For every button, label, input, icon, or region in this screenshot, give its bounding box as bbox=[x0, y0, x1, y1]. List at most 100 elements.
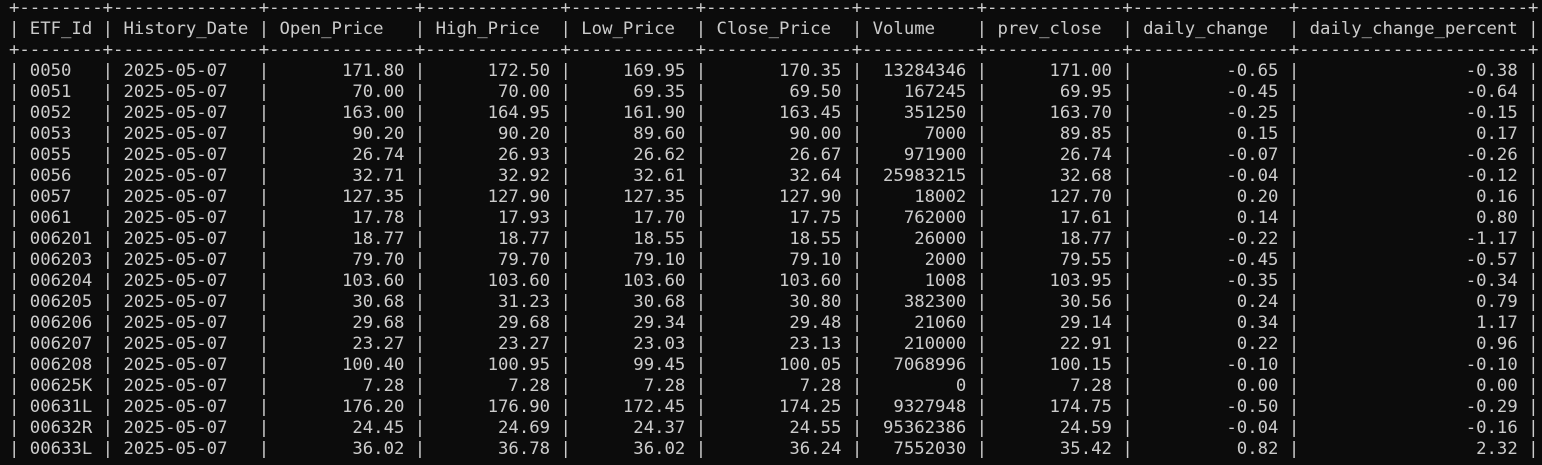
table-row: | 006205 | 2025-05-07 | 30.68 | 31.23 | … bbox=[9, 292, 1539, 312]
table-cell: 127.35 bbox=[269, 187, 415, 207]
table-header-separator: +--------+--------------+--------------+… bbox=[9, 40, 1539, 60]
table-cell: 0056 bbox=[19, 166, 103, 186]
table-cell: 163.70 bbox=[987, 103, 1123, 123]
table-cell: 29.48 bbox=[706, 313, 852, 333]
table-cell: 7.28 bbox=[706, 376, 852, 396]
table-cell: 172.45 bbox=[570, 397, 696, 417]
table-cell: 0052 bbox=[19, 103, 103, 123]
table-cell: 30.68 bbox=[269, 292, 415, 312]
table-row: | 00632R | 2025-05-07 | 24.45 | 24.69 | … bbox=[9, 418, 1539, 438]
table-row: | 006207 | 2025-05-07 | 23.27 | 23.27 | … bbox=[9, 334, 1539, 354]
table-cell: -0.04 bbox=[1132, 418, 1289, 438]
table-cell: 7000 bbox=[862, 124, 977, 144]
table-cell: 26000 bbox=[862, 229, 977, 249]
table-cell: 30.80 bbox=[706, 292, 852, 312]
table-cell: 006208 bbox=[19, 355, 103, 375]
table-cell: 32.64 bbox=[706, 166, 852, 186]
table-cell: 29.68 bbox=[269, 313, 415, 333]
table-cell: 95362386 bbox=[862, 418, 977, 438]
table-cell: 006204 bbox=[19, 271, 103, 291]
table-cell: 36.02 bbox=[570, 439, 696, 459]
table-cell: 7068996 bbox=[862, 355, 977, 375]
table-cell: 762000 bbox=[862, 208, 977, 228]
table-cell: 24.69 bbox=[425, 418, 561, 438]
table-cell: 79.70 bbox=[425, 250, 561, 270]
table-cell: 7552030 bbox=[862, 439, 977, 459]
table-cell: 172.50 bbox=[425, 61, 561, 81]
table-cell: 351250 bbox=[862, 103, 977, 123]
table-cell: 0.16 bbox=[1299, 187, 1529, 207]
table-cell: 32.71 bbox=[269, 166, 415, 186]
table-cell: -0.35 bbox=[1132, 271, 1289, 291]
table-cell: 7.28 bbox=[987, 376, 1123, 396]
table-cell: 24.55 bbox=[706, 418, 852, 438]
table-cell: 89.60 bbox=[570, 124, 696, 144]
table-cell: 18.77 bbox=[987, 229, 1123, 249]
table-cell: 176.20 bbox=[269, 397, 415, 417]
table-cell: 127.90 bbox=[706, 187, 852, 207]
table-cell: 23.13 bbox=[706, 334, 852, 354]
table-cell: 31.23 bbox=[425, 292, 561, 312]
table-cell: 90.20 bbox=[425, 124, 561, 144]
table-cell: 0.20 bbox=[1132, 187, 1289, 207]
table-cell: 79.55 bbox=[987, 250, 1123, 270]
table-cell: 17.75 bbox=[706, 208, 852, 228]
table-cell: 9327948 bbox=[862, 397, 977, 417]
table-cell: 26.67 bbox=[706, 145, 852, 165]
table-cell: 103.60 bbox=[706, 271, 852, 291]
table-cell: 32.61 bbox=[570, 166, 696, 186]
table-cell: 2025-05-07 bbox=[113, 124, 259, 144]
table-header-row: | ETF_Id | History_Date | Open_Price | H… bbox=[9, 19, 1539, 39]
table-cell: 103.60 bbox=[570, 271, 696, 291]
table-cell: 2000 bbox=[862, 250, 977, 270]
table-cell: 006207 bbox=[19, 334, 103, 354]
table-cell: 2025-05-07 bbox=[113, 250, 259, 270]
table-cell: 69.50 bbox=[706, 82, 852, 102]
table-cell: 17.78 bbox=[269, 208, 415, 228]
table-cell: -1.17 bbox=[1299, 229, 1529, 249]
table-cell: -0.25 bbox=[1132, 103, 1289, 123]
table-cell: 006205 bbox=[19, 292, 103, 312]
table-cell: 127.70 bbox=[987, 187, 1123, 207]
table-cell: 0.96 bbox=[1299, 334, 1529, 354]
table-cell: 23.27 bbox=[425, 334, 561, 354]
table-cell: 2025-05-07 bbox=[113, 418, 259, 438]
table-cell: 99.45 bbox=[570, 355, 696, 375]
table-cell: 2025-05-07 bbox=[113, 397, 259, 417]
table-border-bottom: +--------+--------------+--------------+… bbox=[9, 460, 1539, 465]
table-cell: 0.15 bbox=[1132, 124, 1289, 144]
table-cell: 24.45 bbox=[269, 418, 415, 438]
table-cell: 1008 bbox=[862, 271, 977, 291]
table-cell: 0.79 bbox=[1299, 292, 1529, 312]
table-cell: 167245 bbox=[862, 82, 977, 102]
table-cell: 0.17 bbox=[1299, 124, 1529, 144]
table-cell: 2025-05-07 bbox=[113, 187, 259, 207]
table-cell: 0.24 bbox=[1132, 292, 1289, 312]
table-cell: 164.95 bbox=[425, 103, 561, 123]
table-border-top: +--------+--------------+--------------+… bbox=[9, 0, 1539, 18]
table-cell: 22.91 bbox=[987, 334, 1123, 354]
table-cell: 21060 bbox=[862, 313, 977, 333]
table-cell: 18.55 bbox=[570, 229, 696, 249]
table-cell: 18.77 bbox=[269, 229, 415, 249]
table-cell: 0053 bbox=[19, 124, 103, 144]
table-cell: 7.28 bbox=[425, 376, 561, 396]
table-cell: -0.12 bbox=[1299, 166, 1529, 186]
table-cell: 171.80 bbox=[269, 61, 415, 81]
table-cell: 2025-05-07 bbox=[113, 313, 259, 333]
column-header-cell: High_Price bbox=[425, 19, 561, 39]
table-cell: 2025-05-07 bbox=[113, 334, 259, 354]
table-cell: 17.70 bbox=[570, 208, 696, 228]
table-cell: 100.15 bbox=[987, 355, 1123, 375]
table-cell: 176.90 bbox=[425, 397, 561, 417]
table-cell: 100.40 bbox=[269, 355, 415, 375]
table-cell: 0051 bbox=[19, 82, 103, 102]
table-cell: 29.14 bbox=[987, 313, 1123, 333]
table-cell: 0.00 bbox=[1299, 376, 1529, 396]
table-cell: 90.20 bbox=[269, 124, 415, 144]
table-cell: 171.00 bbox=[987, 61, 1123, 81]
table-cell: -0.50 bbox=[1132, 397, 1289, 417]
table-row: | 006206 | 2025-05-07 | 29.68 | 29.68 | … bbox=[9, 313, 1539, 333]
table-cell: 79.70 bbox=[269, 250, 415, 270]
